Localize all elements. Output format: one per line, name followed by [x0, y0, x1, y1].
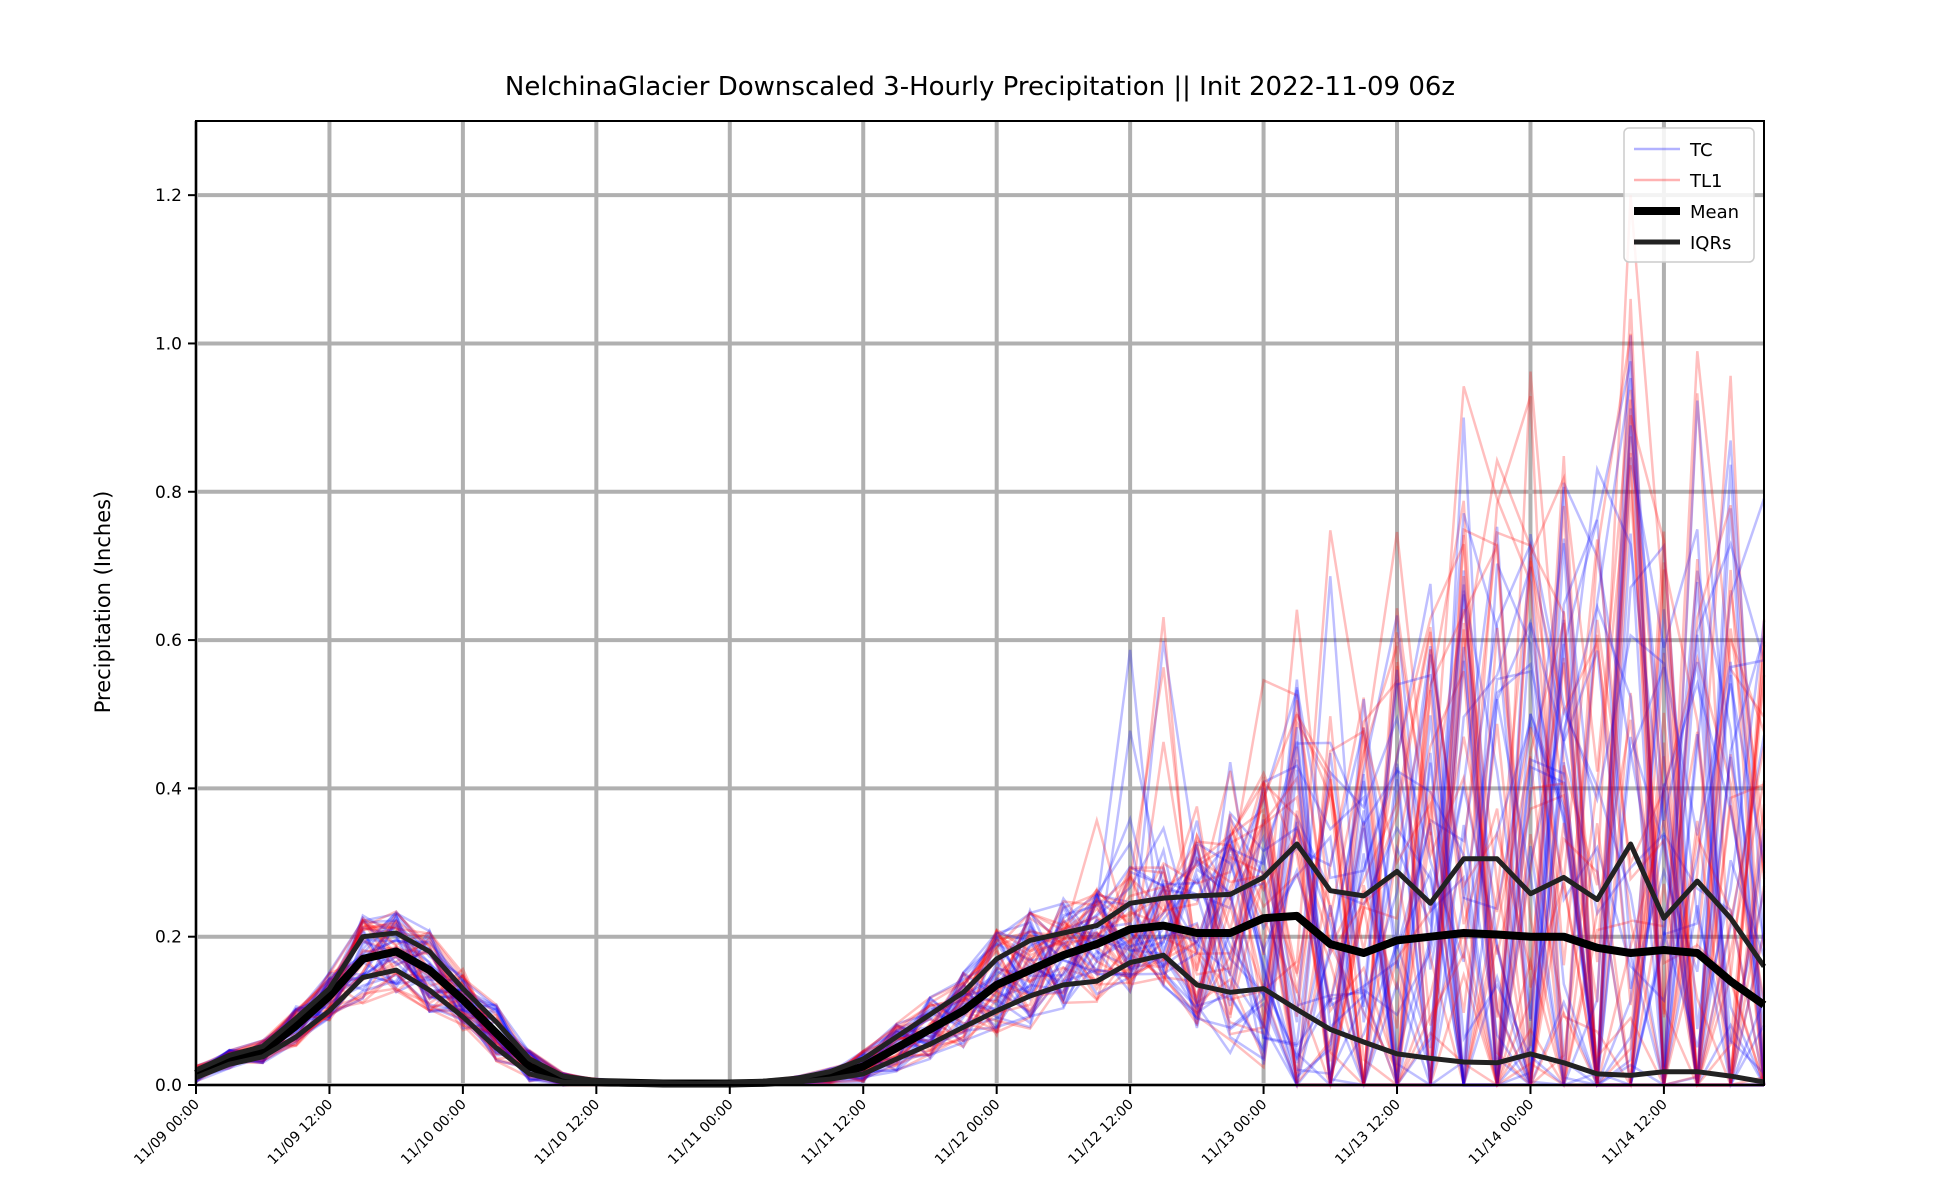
y-tick-label: 0.6 [155, 631, 182, 651]
statistic-lines [194, 841, 1767, 1088]
tc-member-line [195, 464, 1764, 1087]
tl1-member-line [195, 631, 1766, 1087]
y-tick-label: 1.2 [155, 186, 182, 206]
y-tick-label: 0.0 [155, 1076, 182, 1096]
tc-member-line [195, 660, 1764, 1089]
y-tick-label: 0.4 [155, 779, 182, 799]
tc-member-line [195, 513, 1764, 1087]
tc-member-line [195, 602, 1765, 1089]
legend: TC TL1 Mean IQRs [1623, 127, 1755, 263]
tl1-member-line [195, 505, 1766, 1086]
tl1-member-line [195, 500, 1764, 1087]
grid [194, 121, 1764, 1087]
tl1-member-line [195, 616, 1766, 1087]
chart-title: NelchinaGlacier Downscaled 3-Hourly Prec… [505, 72, 1455, 102]
tc-member-line [195, 464, 1766, 1087]
y-axis-ticks: 0.0 0.2 0.4 0.6 0.8 1.0 1.2 [155, 186, 196, 1096]
y-tick-label: 1.0 [155, 334, 182, 354]
tl1-member-line [195, 456, 1766, 1089]
tl1-member-line [195, 436, 1765, 1087]
tl1-member-line [195, 678, 1765, 1089]
legend-label: IQRs [1690, 233, 1731, 254]
tc-member-line [195, 542, 1766, 1087]
tc-member-line [195, 540, 1766, 1087]
tl1-member-line [195, 531, 1764, 1088]
tl1-member-line [195, 371, 1764, 1090]
legend-label: TC [1689, 140, 1713, 161]
y-tick-label: 0.8 [155, 483, 182, 503]
iqr-line [194, 841, 1767, 1086]
legend-box [1623, 127, 1755, 263]
tl1-member-line [195, 351, 1766, 1087]
legend-label: Mean [1690, 202, 1739, 223]
y-axis-label: Precipitation (Inches) [91, 491, 115, 714]
tl1-member-line [195, 195, 1766, 1086]
legend-label: TL1 [1689, 171, 1722, 192]
tc-member-line [195, 570, 1766, 1089]
iqr-line [195, 952, 1765, 1087]
y-tick-label: 0.2 [155, 928, 182, 948]
plot-frame [195, 120, 1765, 1086]
tl1-member-line [195, 557, 1766, 1087]
mean-line [194, 911, 1767, 1088]
